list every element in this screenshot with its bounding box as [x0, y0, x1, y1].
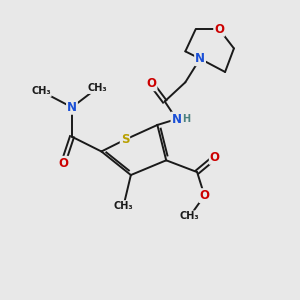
Text: N: N	[172, 112, 182, 126]
Text: S: S	[121, 133, 129, 146]
Text: O: O	[146, 77, 157, 90]
Text: CH₃: CH₃	[114, 201, 133, 211]
Text: O: O	[58, 157, 68, 170]
Text: N: N	[67, 101, 77, 114]
Text: O: O	[214, 23, 224, 36]
Text: CH₃: CH₃	[87, 83, 107, 93]
Text: N: N	[195, 52, 205, 65]
Text: O: O	[210, 151, 220, 164]
Text: O: O	[200, 189, 209, 202]
Text: CH₃: CH₃	[180, 211, 200, 221]
Text: H: H	[182, 114, 190, 124]
Text: CH₃: CH₃	[31, 86, 51, 96]
